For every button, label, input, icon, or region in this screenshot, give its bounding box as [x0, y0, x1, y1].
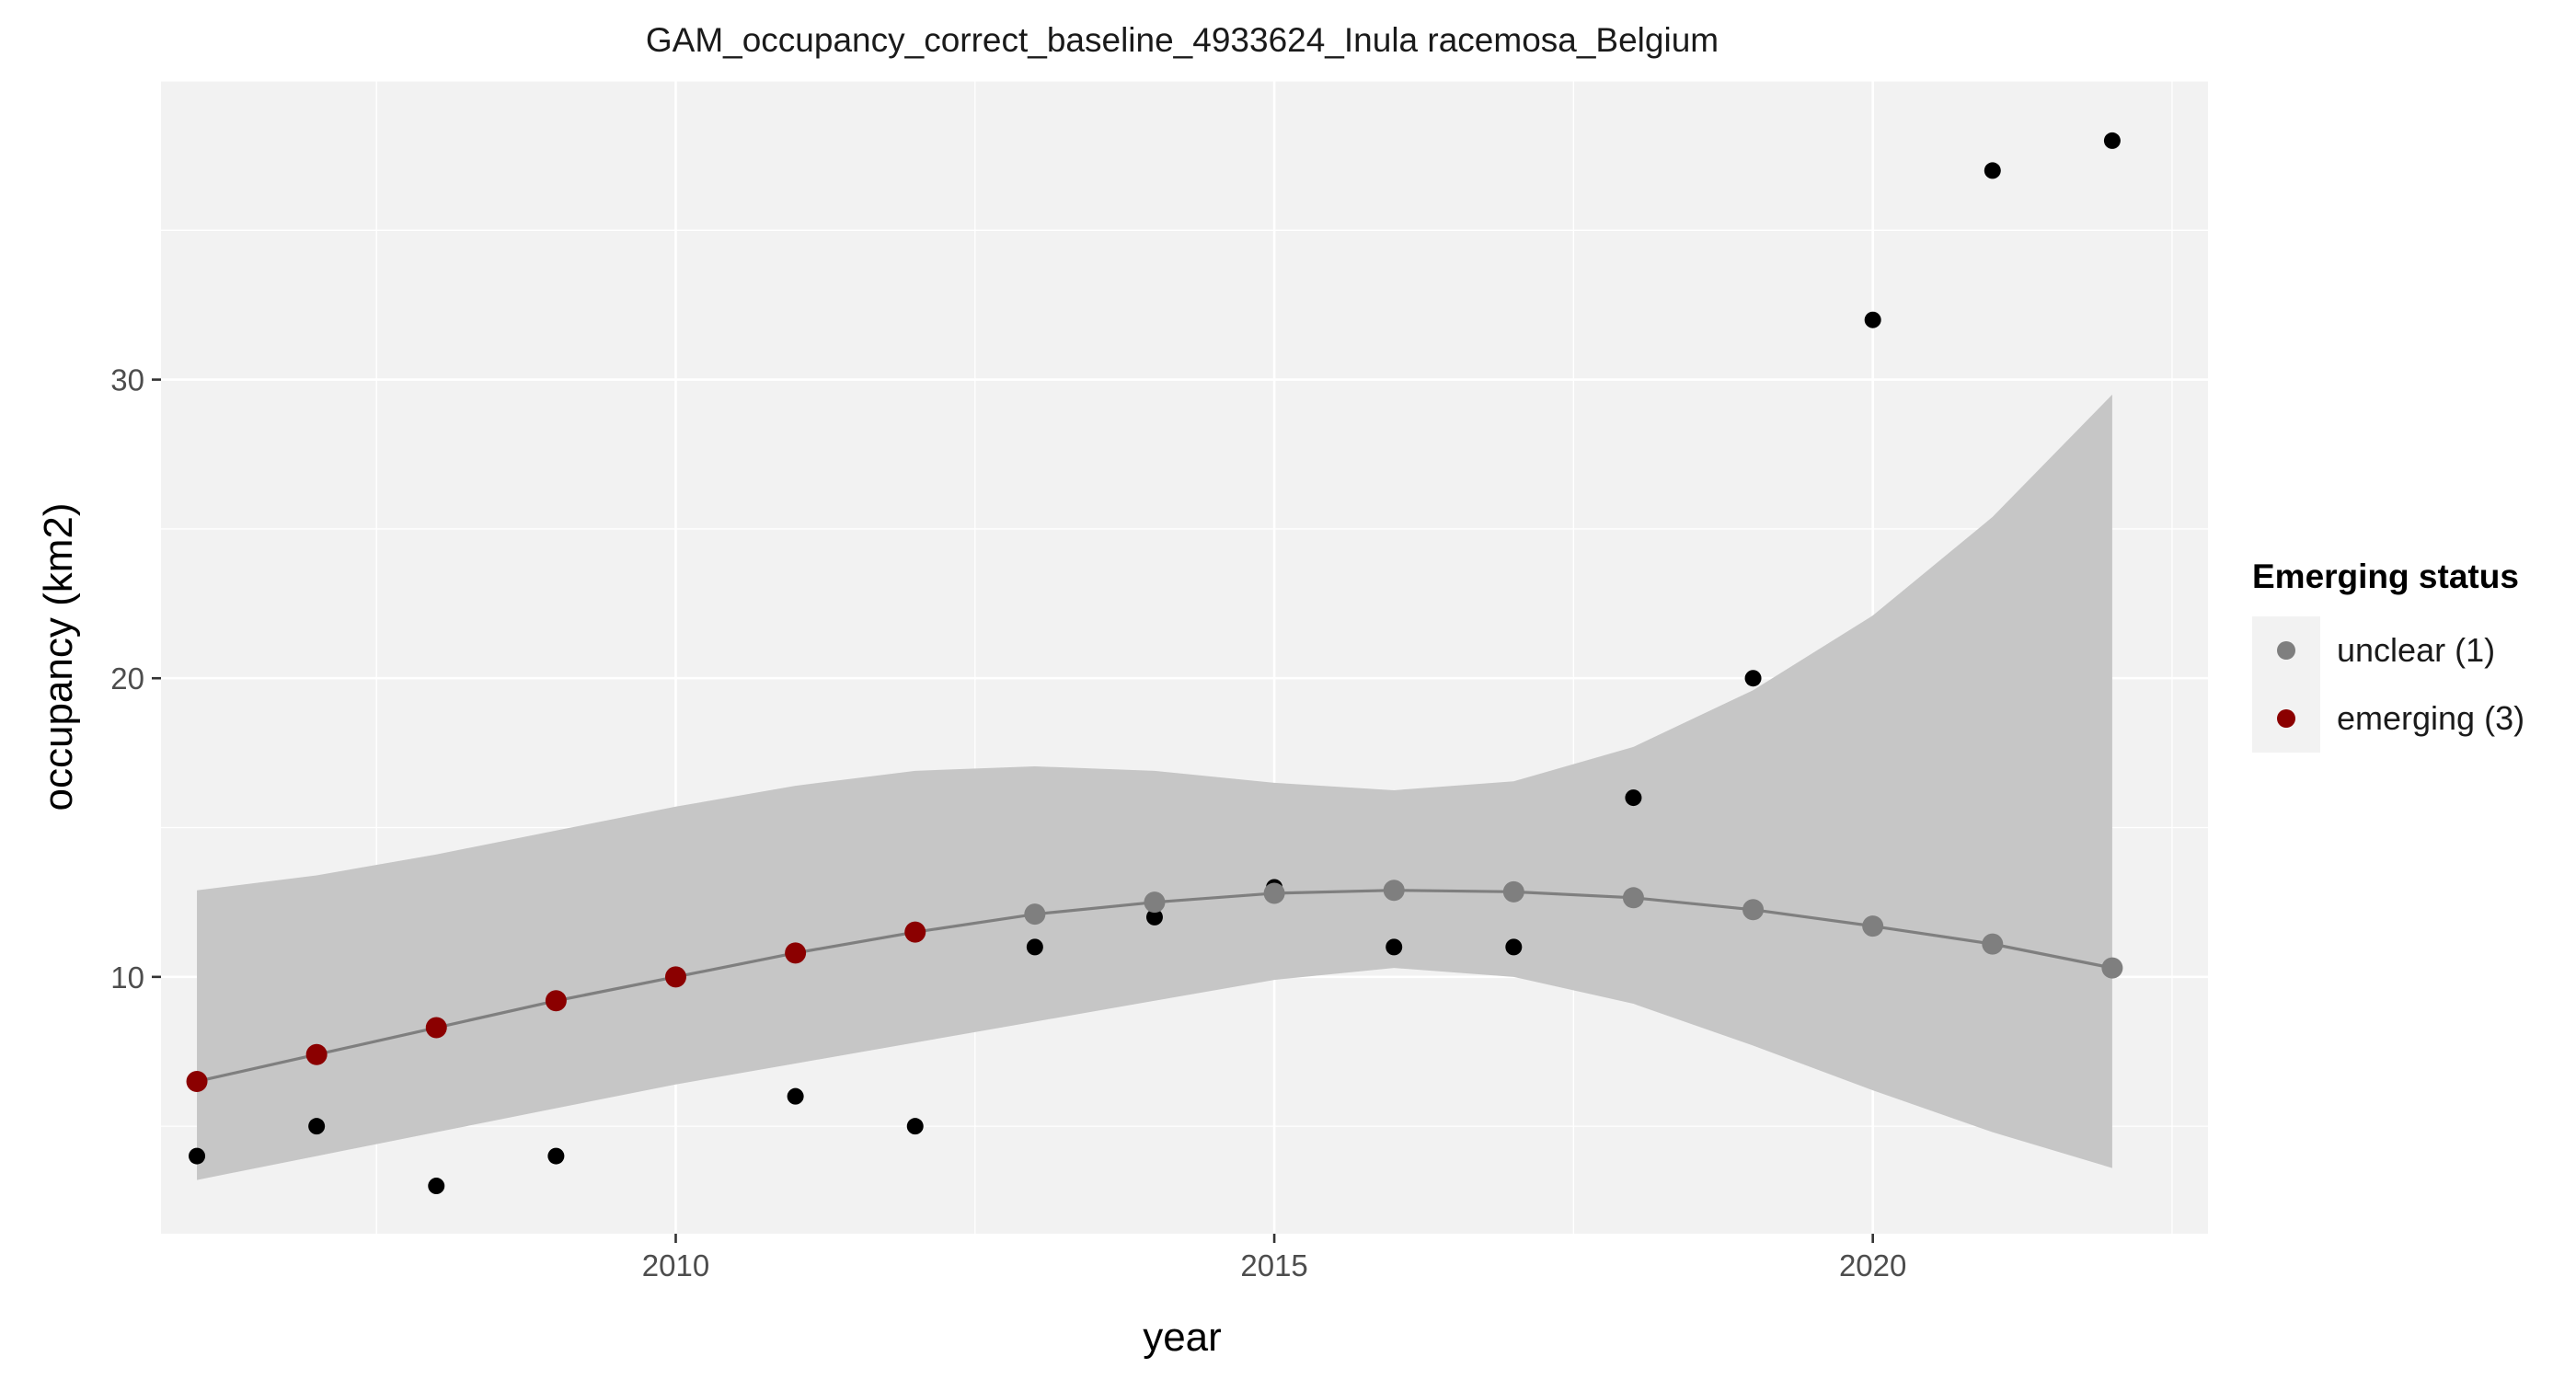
y-axis-label: occupancy (km2): [36, 502, 81, 811]
chart-title: GAM_occupancy_correct_baseline_4933624_I…: [646, 21, 1719, 59]
y-tick-label: 10: [110, 960, 144, 995]
gam-fit-point-emerging: [425, 1017, 447, 1039]
gam-fit-point-unclear: [1862, 915, 1884, 937]
legend-dot-unclear: [2277, 641, 2295, 660]
legend-item-emerging: emerging (3): [2252, 684, 2565, 753]
observed-point: [547, 1147, 565, 1165]
observed-point: [906, 1118, 924, 1135]
y-tick-label: 20: [110, 661, 144, 696]
legend-key-background: [2252, 616, 2320, 753]
observed-point: [1026, 938, 1043, 956]
gam-fit-point-unclear: [2101, 957, 2123, 979]
gam-fit-point-unclear: [1622, 887, 1644, 909]
legend-title: Emerging status: [2252, 558, 2519, 595]
x-axis-label: year: [1143, 1315, 1222, 1360]
legend-label-emerging: emerging (3): [2337, 699, 2525, 737]
x-tick-label: 2020: [1839, 1248, 1906, 1282]
legend-label-unclear: unclear (1): [2337, 631, 2496, 669]
legend-dot-emerging: [2277, 709, 2295, 728]
observed-point: [428, 1178, 445, 1195]
observed-point: [1984, 162, 2001, 179]
observed-point: [1864, 311, 1881, 328]
gam-fit-point-emerging: [785, 942, 807, 964]
gam-fit-point-unclear: [1502, 880, 1524, 903]
x-axis: 2010 2015 2020: [642, 1234, 1906, 1282]
observed-point: [2103, 132, 2121, 149]
observed-point: [1386, 938, 1403, 956]
gam-fit-point-emerging: [186, 1070, 208, 1092]
observed-point: [787, 1087, 804, 1105]
gam-fit-point-unclear: [1982, 933, 2004, 955]
x-tick-label: 2015: [1240, 1248, 1307, 1282]
gam-fit-point-emerging: [545, 990, 567, 1012]
observed-points: [189, 132, 2121, 1195]
gam-fit-point-emerging: [904, 921, 926, 943]
gam-fit-point-emerging: [305, 1043, 328, 1065]
observed-point: [1145, 908, 1163, 926]
y-axis: 10 20 30: [110, 363, 161, 995]
gam-fit-point-unclear: [1263, 882, 1285, 904]
gam-fit-point-unclear: [1144, 891, 1166, 914]
observed-point: [189, 1147, 206, 1165]
gam-fit-point-unclear: [1383, 880, 1405, 902]
observed-point: [308, 1118, 326, 1135]
y-tick-label: 30: [110, 363, 144, 397]
legend-item-unclear: unclear (1): [2252, 616, 2565, 684]
observed-point: [1625, 789, 1642, 807]
gam-fit-point-unclear: [1742, 899, 1765, 921]
observed-point: [1505, 938, 1523, 956]
observed-point: [1744, 670, 1762, 687]
gam-fit-points: [186, 880, 2123, 1092]
gam-fit-point-unclear: [1024, 903, 1046, 926]
legend: Emerging status unclear (1) emerging (3): [2252, 558, 2565, 760]
x-tick-label: 2010: [642, 1248, 709, 1282]
gam-fit-point-emerging: [665, 966, 687, 988]
